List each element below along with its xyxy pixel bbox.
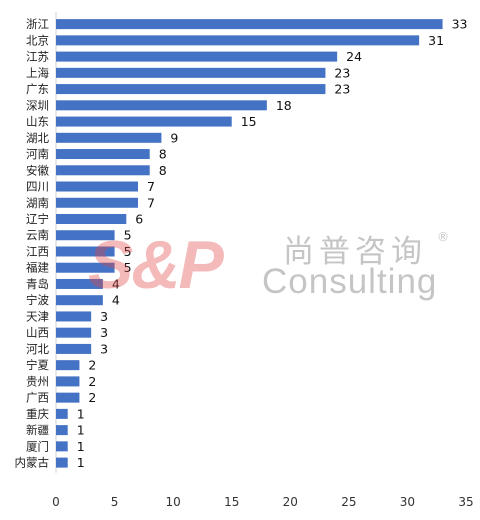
data-label: 7 — [147, 179, 155, 194]
bar — [56, 311, 92, 322]
data-label: 2 — [88, 374, 96, 389]
category-label: 四川 — [26, 180, 49, 194]
category-label: 江苏 — [26, 50, 49, 64]
bar — [56, 278, 103, 289]
category-label: 山东 — [26, 115, 49, 129]
bar — [56, 84, 326, 95]
bar — [56, 116, 232, 127]
bar — [56, 376, 80, 387]
data-label: 24 — [346, 49, 362, 64]
category-label: 广西 — [26, 391, 49, 405]
bar — [56, 343, 92, 354]
data-label: 1 — [77, 455, 85, 470]
x-tick-label: 25 — [341, 495, 356, 509]
data-label: 18 — [276, 98, 292, 113]
bar — [56, 19, 443, 30]
bar — [56, 246, 115, 257]
category-label: 新疆 — [26, 423, 49, 437]
data-label: 5 — [124, 244, 132, 259]
bar — [56, 149, 150, 160]
data-label: 3 — [100, 341, 108, 356]
data-label: 3 — [100, 325, 108, 340]
category-label: 厦门 — [26, 439, 49, 453]
category-label: 内蒙古 — [15, 456, 50, 470]
bar — [56, 214, 127, 224]
category-label: 贵州 — [26, 374, 49, 388]
x-tick-label: 5 — [111, 495, 119, 509]
category-label: 江西 — [26, 244, 49, 258]
bar — [56, 100, 267, 111]
category-label: 福建 — [26, 261, 49, 275]
data-label: 1 — [77, 406, 85, 421]
category-label: 宁夏 — [26, 358, 49, 372]
category-label: 山西 — [26, 326, 49, 340]
category-label: 深圳 — [26, 98, 49, 112]
x-tick-label: 10 — [166, 495, 181, 509]
x-tick-label: 15 — [224, 495, 239, 509]
data-label: 1 — [77, 423, 85, 438]
data-label: 3 — [100, 309, 108, 324]
category-label: 浙江 — [26, 17, 49, 31]
data-label: 5 — [124, 228, 132, 243]
category-label: 湖南 — [26, 196, 49, 210]
data-label: 4 — [112, 293, 120, 308]
category-label: 北京 — [26, 33, 49, 47]
bar — [56, 181, 138, 192]
category-label: 重庆 — [26, 407, 49, 421]
bar — [56, 441, 68, 452]
bar — [56, 392, 80, 403]
bar — [56, 67, 326, 78]
data-label: 8 — [159, 163, 167, 178]
bar — [56, 165, 150, 176]
bar — [56, 132, 162, 143]
x-tick-label: 30 — [400, 495, 415, 509]
x-tick-label: 0 — [52, 495, 60, 509]
data-label: 4 — [112, 276, 120, 291]
bar — [56, 197, 138, 208]
bar — [56, 425, 68, 436]
category-label: 云南 — [26, 228, 49, 242]
data-label: 5 — [124, 260, 132, 275]
category-label: 安徽 — [26, 163, 49, 177]
data-label: 1 — [77, 439, 85, 454]
data-label: 2 — [88, 358, 96, 373]
data-label: 33 — [452, 17, 468, 32]
category-label: 青岛 — [26, 277, 49, 291]
bar — [56, 295, 103, 306]
category-label: 河北 — [26, 342, 49, 356]
category-label: 宁波 — [26, 293, 49, 307]
category-label: 上海 — [26, 66, 49, 80]
category-label: 湖北 — [26, 131, 49, 145]
data-label: 31 — [428, 33, 444, 48]
x-tick-label: 35 — [458, 495, 473, 509]
bar — [56, 327, 92, 338]
bar — [56, 35, 420, 46]
bar — [56, 360, 80, 371]
category-label: 广东 — [26, 82, 49, 96]
data-label: 2 — [88, 390, 96, 405]
data-label: 23 — [334, 82, 350, 97]
category-label: 辽宁 — [26, 212, 49, 226]
category-label: 天津 — [26, 309, 49, 323]
data-label: 8 — [159, 147, 167, 162]
bar — [56, 457, 68, 468]
bar — [56, 262, 115, 273]
x-tick-label: 20 — [283, 495, 298, 509]
data-label: 15 — [241, 114, 257, 129]
category-label: 河南 — [26, 147, 49, 161]
bar — [56, 230, 115, 241]
data-label: 7 — [147, 195, 155, 210]
bar — [56, 408, 68, 419]
data-label: 6 — [135, 212, 143, 227]
data-label: 23 — [334, 65, 350, 80]
bar — [56, 51, 338, 62]
data-label: 9 — [170, 130, 178, 145]
